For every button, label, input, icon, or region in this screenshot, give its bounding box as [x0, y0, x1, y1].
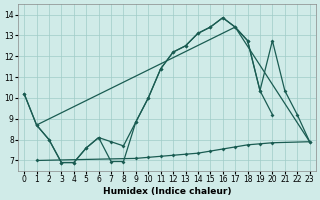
X-axis label: Humidex (Indice chaleur): Humidex (Indice chaleur) [103, 187, 231, 196]
